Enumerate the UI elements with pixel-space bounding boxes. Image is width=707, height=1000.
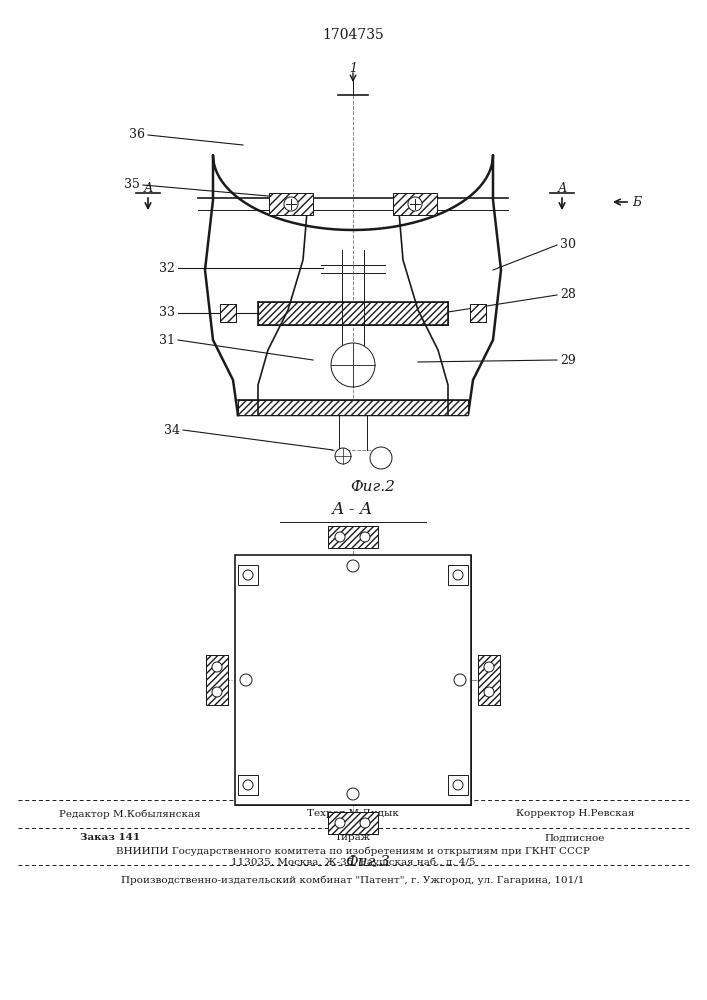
Text: 31: 31 <box>159 334 175 347</box>
Bar <box>220 304 236 322</box>
Circle shape <box>347 560 359 572</box>
Bar <box>269 193 313 215</box>
Circle shape <box>484 662 494 672</box>
Text: Корректор Н.Ревская: Корректор Н.Ревская <box>516 810 634 818</box>
Bar <box>206 655 228 705</box>
Circle shape <box>284 197 298 211</box>
Bar <box>393 193 437 215</box>
Bar <box>448 775 468 795</box>
Text: А - А: А - А <box>332 502 374 518</box>
Circle shape <box>360 818 370 828</box>
Text: Фиг.3: Фиг.3 <box>346 855 390 869</box>
Bar <box>238 565 258 585</box>
Bar <box>238 400 468 415</box>
Bar <box>258 302 448 325</box>
Bar <box>238 565 258 585</box>
Text: 1: 1 <box>349 62 357 75</box>
Bar <box>448 565 468 585</box>
Bar <box>238 775 258 795</box>
Bar <box>235 555 471 577</box>
Bar <box>269 193 313 215</box>
Circle shape <box>335 818 345 828</box>
Bar <box>235 555 471 805</box>
Bar <box>220 304 236 322</box>
Circle shape <box>212 687 222 697</box>
Text: 1704735: 1704735 <box>322 28 384 42</box>
Circle shape <box>331 343 375 387</box>
Text: Фиг.2: Фиг.2 <box>351 480 395 494</box>
Circle shape <box>212 662 222 672</box>
Text: Производственно-издательский комбинат "Патент", г. Ужгород, ул. Гагарина, 101/1: Производственно-издательский комбинат "П… <box>122 875 585 885</box>
Bar <box>470 304 486 322</box>
Bar <box>258 302 448 325</box>
Text: 36: 36 <box>129 128 145 141</box>
Text: 28: 28 <box>560 288 576 302</box>
Text: 35: 35 <box>124 178 140 192</box>
Circle shape <box>243 570 253 580</box>
Circle shape <box>453 780 463 790</box>
Text: 33: 33 <box>159 306 175 320</box>
Text: ВНИИПИ Государственного комитета по изобретениям и открытиям при ГКНТ СССР: ВНИИПИ Государственного комитета по изоб… <box>116 846 590 856</box>
Text: Редактор М.Кобылянская: Редактор М.Кобылянская <box>59 809 201 819</box>
Bar <box>328 526 378 548</box>
Text: 113035, Москва, Ж-35, Раушская наб., д. 4/5: 113035, Москва, Ж-35, Раушская наб., д. … <box>230 857 475 867</box>
Text: Б: Б <box>632 196 641 209</box>
Text: 29: 29 <box>560 354 575 366</box>
Circle shape <box>360 532 370 542</box>
Circle shape <box>243 780 253 790</box>
Bar <box>235 783 471 805</box>
Bar <box>235 783 471 805</box>
Bar <box>235 555 257 805</box>
Circle shape <box>408 197 422 211</box>
Bar <box>238 400 468 415</box>
Circle shape <box>453 570 463 580</box>
Text: Заказ 141: Заказ 141 <box>80 834 140 842</box>
Ellipse shape <box>258 580 448 780</box>
Text: Техред М.Дидык: Техред М.Дидык <box>307 810 399 818</box>
Circle shape <box>370 447 392 469</box>
Bar <box>478 655 500 705</box>
Circle shape <box>335 532 345 542</box>
Text: Тираж: Тираж <box>335 834 371 842</box>
Text: Подписное: Подписное <box>545 834 605 842</box>
Text: А: А <box>144 182 153 195</box>
Bar <box>448 775 468 795</box>
Bar <box>328 812 378 834</box>
Circle shape <box>454 674 466 686</box>
Bar <box>235 555 471 577</box>
Text: 32: 32 <box>159 261 175 274</box>
Circle shape <box>484 687 494 697</box>
Bar <box>206 655 228 705</box>
Bar <box>238 775 258 795</box>
Bar <box>448 565 468 585</box>
Text: 30: 30 <box>560 238 576 251</box>
Text: Составитель Н.Евсеев: Составитель Н.Евсеев <box>292 781 414 790</box>
Bar <box>478 655 500 705</box>
Circle shape <box>240 674 252 686</box>
Bar <box>470 304 486 322</box>
Bar <box>328 812 378 834</box>
Bar <box>449 555 471 805</box>
Bar <box>328 526 378 548</box>
Text: А: А <box>557 182 567 195</box>
Bar <box>449 555 471 805</box>
Bar <box>235 555 257 805</box>
Circle shape <box>347 788 359 800</box>
Circle shape <box>335 448 351 464</box>
Bar <box>393 193 437 215</box>
Text: 34: 34 <box>164 424 180 436</box>
